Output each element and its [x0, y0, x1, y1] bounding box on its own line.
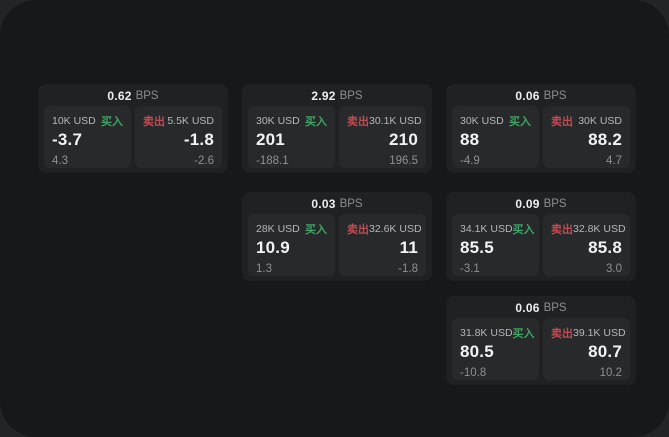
bps-value: 0.62 [107, 88, 132, 103]
sell-quote-tile[interactable]: 卖出 39.1K USD 80.7 10.2 [543, 318, 630, 380]
sell-skew: 3.0 [606, 262, 622, 275]
bps-value: 0.09 [515, 196, 540, 211]
sell-skew: 196.5 [389, 154, 418, 167]
bps-value: 0.06 [515, 300, 540, 315]
buy-side-label: 买入 [101, 116, 123, 128]
buy-skew: -3.1 [460, 262, 480, 275]
quote-tiles: 30K USD 买入 88 -4.9 卖出 30K USD 88.2 4.7 [452, 106, 630, 168]
sell-notional: 30.1K USD [369, 115, 422, 127]
buy-side-label: 买入 [509, 116, 531, 128]
quote-tiles: 34.1K USD 买入 85.5 -3.1 卖出 32.8K USD 85.8… [452, 214, 630, 276]
buy-quote-tile[interactable]: 31.8K USD 买入 80.5 -10.8 [452, 318, 539, 380]
bps-value: 2.92 [311, 88, 336, 103]
buy-price: 88 [460, 130, 480, 149]
buy-side-label: 买入 [305, 224, 327, 236]
sell-notional: 30K USD [578, 115, 622, 127]
card-header: 0.03 BPS [242, 192, 432, 214]
buy-price: 80.5 [460, 342, 494, 361]
bps-unit: BPS [543, 301, 567, 314]
buy-notional: 31.8K USD [460, 327, 513, 339]
quote-tiles: 28K USD 买入 10.9 1.3 卖出 32.6K USD 11 -1.8 [248, 214, 426, 276]
buy-side-label: 买入 [512, 328, 535, 340]
sell-notional: 32.8K USD [573, 223, 626, 235]
sell-notional: 39.1K USD [573, 327, 626, 339]
sell-side-label: 卖出 [347, 116, 369, 128]
sell-skew: 10.2 [599, 366, 622, 379]
buy-skew: -188.1 [256, 154, 289, 167]
sell-skew: -2.6 [194, 154, 214, 167]
buy-price: 10.9 [256, 238, 290, 257]
buy-quote-tile[interactable]: 30K USD 买入 88 -4.9 [452, 106, 539, 168]
bps-unit: BPS [339, 197, 363, 210]
buy-quote-tile[interactable]: 30K USD 买入 201 -188.1 [248, 106, 335, 168]
quote-card: 0.62 BPS 10K USD 买入 -3.7 4.3 卖出 5.5K USD… [38, 84, 228, 173]
quote-tiles: 31.8K USD 买入 80.5 -10.8 卖出 39.1K USD 80.… [452, 318, 630, 380]
buy-skew: 4.3 [52, 154, 68, 167]
sell-side-label: 卖出 [551, 224, 573, 236]
buy-price: 201 [256, 130, 285, 149]
buy-price: 85.5 [460, 238, 494, 257]
buy-skew: -10.8 [460, 366, 487, 379]
buy-notional: 30K USD [256, 115, 300, 127]
quote-card: 0.09 BPS 34.1K USD 买入 85.5 -3.1 卖出 32.8K… [446, 192, 636, 281]
sell-quote-tile[interactable]: 卖出 30K USD 88.2 4.7 [543, 106, 630, 168]
buy-skew: -4.9 [460, 154, 480, 167]
buy-notional: 30K USD [460, 115, 504, 127]
card-header: 0.06 BPS [446, 84, 636, 106]
sell-price: 80.7 [588, 342, 622, 361]
buy-skew: 1.3 [256, 262, 272, 275]
buy-quote-tile[interactable]: 28K USD 买入 10.9 1.3 [248, 214, 335, 276]
sell-side-label: 卖出 [551, 328, 573, 340]
buy-side-label: 买入 [512, 224, 535, 236]
sell-side-label: 卖出 [551, 116, 573, 128]
sell-notional: 5.5K USD [167, 115, 214, 127]
bps-value: 0.06 [515, 88, 540, 103]
sell-price: -1.8 [183, 130, 214, 149]
sell-price: 88.2 [588, 130, 622, 149]
sell-notional: 32.6K USD [369, 223, 422, 235]
sell-quote-tile[interactable]: 卖出 30.1K USD 210 196.5 [339, 106, 426, 168]
sell-skew: -1.8 [398, 262, 418, 275]
sell-side-label: 卖出 [347, 224, 369, 236]
buy-quote-tile[interactable]: 34.1K USD 买入 85.5 -3.1 [452, 214, 539, 276]
sell-price: 85.8 [588, 238, 622, 257]
sell-quote-tile[interactable]: 卖出 32.6K USD 11 -1.8 [339, 214, 426, 276]
buy-notional: 34.1K USD [460, 223, 513, 235]
quote-card: 2.92 BPS 30K USD 买入 201 -188.1 卖出 30.1K … [242, 84, 432, 173]
sell-price: 210 [389, 130, 418, 149]
buy-side-label: 买入 [305, 116, 327, 128]
quote-card: 0.03 BPS 28K USD 买入 10.9 1.3 卖出 32.6K US… [242, 192, 432, 281]
bps-unit: BPS [543, 89, 567, 102]
sell-price: 11 [399, 238, 418, 257]
quote-card: 0.06 BPS 31.8K USD 买入 80.5 -10.8 卖出 39.1… [446, 296, 636, 385]
sell-quote-tile[interactable]: 卖出 32.8K USD 85.8 3.0 [543, 214, 630, 276]
quote-tiles: 30K USD 买入 201 -188.1 卖出 30.1K USD 210 1… [248, 106, 426, 168]
sell-side-label: 卖出 [143, 116, 165, 128]
bps-value: 0.03 [311, 196, 336, 211]
buy-notional: 28K USD [256, 223, 300, 235]
card-header: 0.09 BPS [446, 192, 636, 214]
sell-quote-tile[interactable]: 卖出 5.5K USD -1.8 -2.6 [135, 106, 222, 168]
sell-skew: 4.7 [606, 154, 622, 167]
bps-unit: BPS [135, 89, 159, 102]
buy-price: -3.7 [52, 130, 83, 149]
bps-unit: BPS [543, 197, 567, 210]
card-header: 0.62 BPS [38, 84, 228, 106]
quote-card: 0.06 BPS 30K USD 买入 88 -4.9 卖出 30K USD 8… [446, 84, 636, 173]
buy-notional: 10K USD [52, 115, 96, 127]
card-header: 0.06 BPS [446, 296, 636, 318]
buy-quote-tile[interactable]: 10K USD 买入 -3.7 4.3 [44, 106, 131, 168]
quote-tiles: 10K USD 买入 -3.7 4.3 卖出 5.5K USD -1.8 -2.… [44, 106, 222, 168]
card-header: 2.92 BPS [242, 84, 432, 106]
bps-unit: BPS [339, 89, 363, 102]
